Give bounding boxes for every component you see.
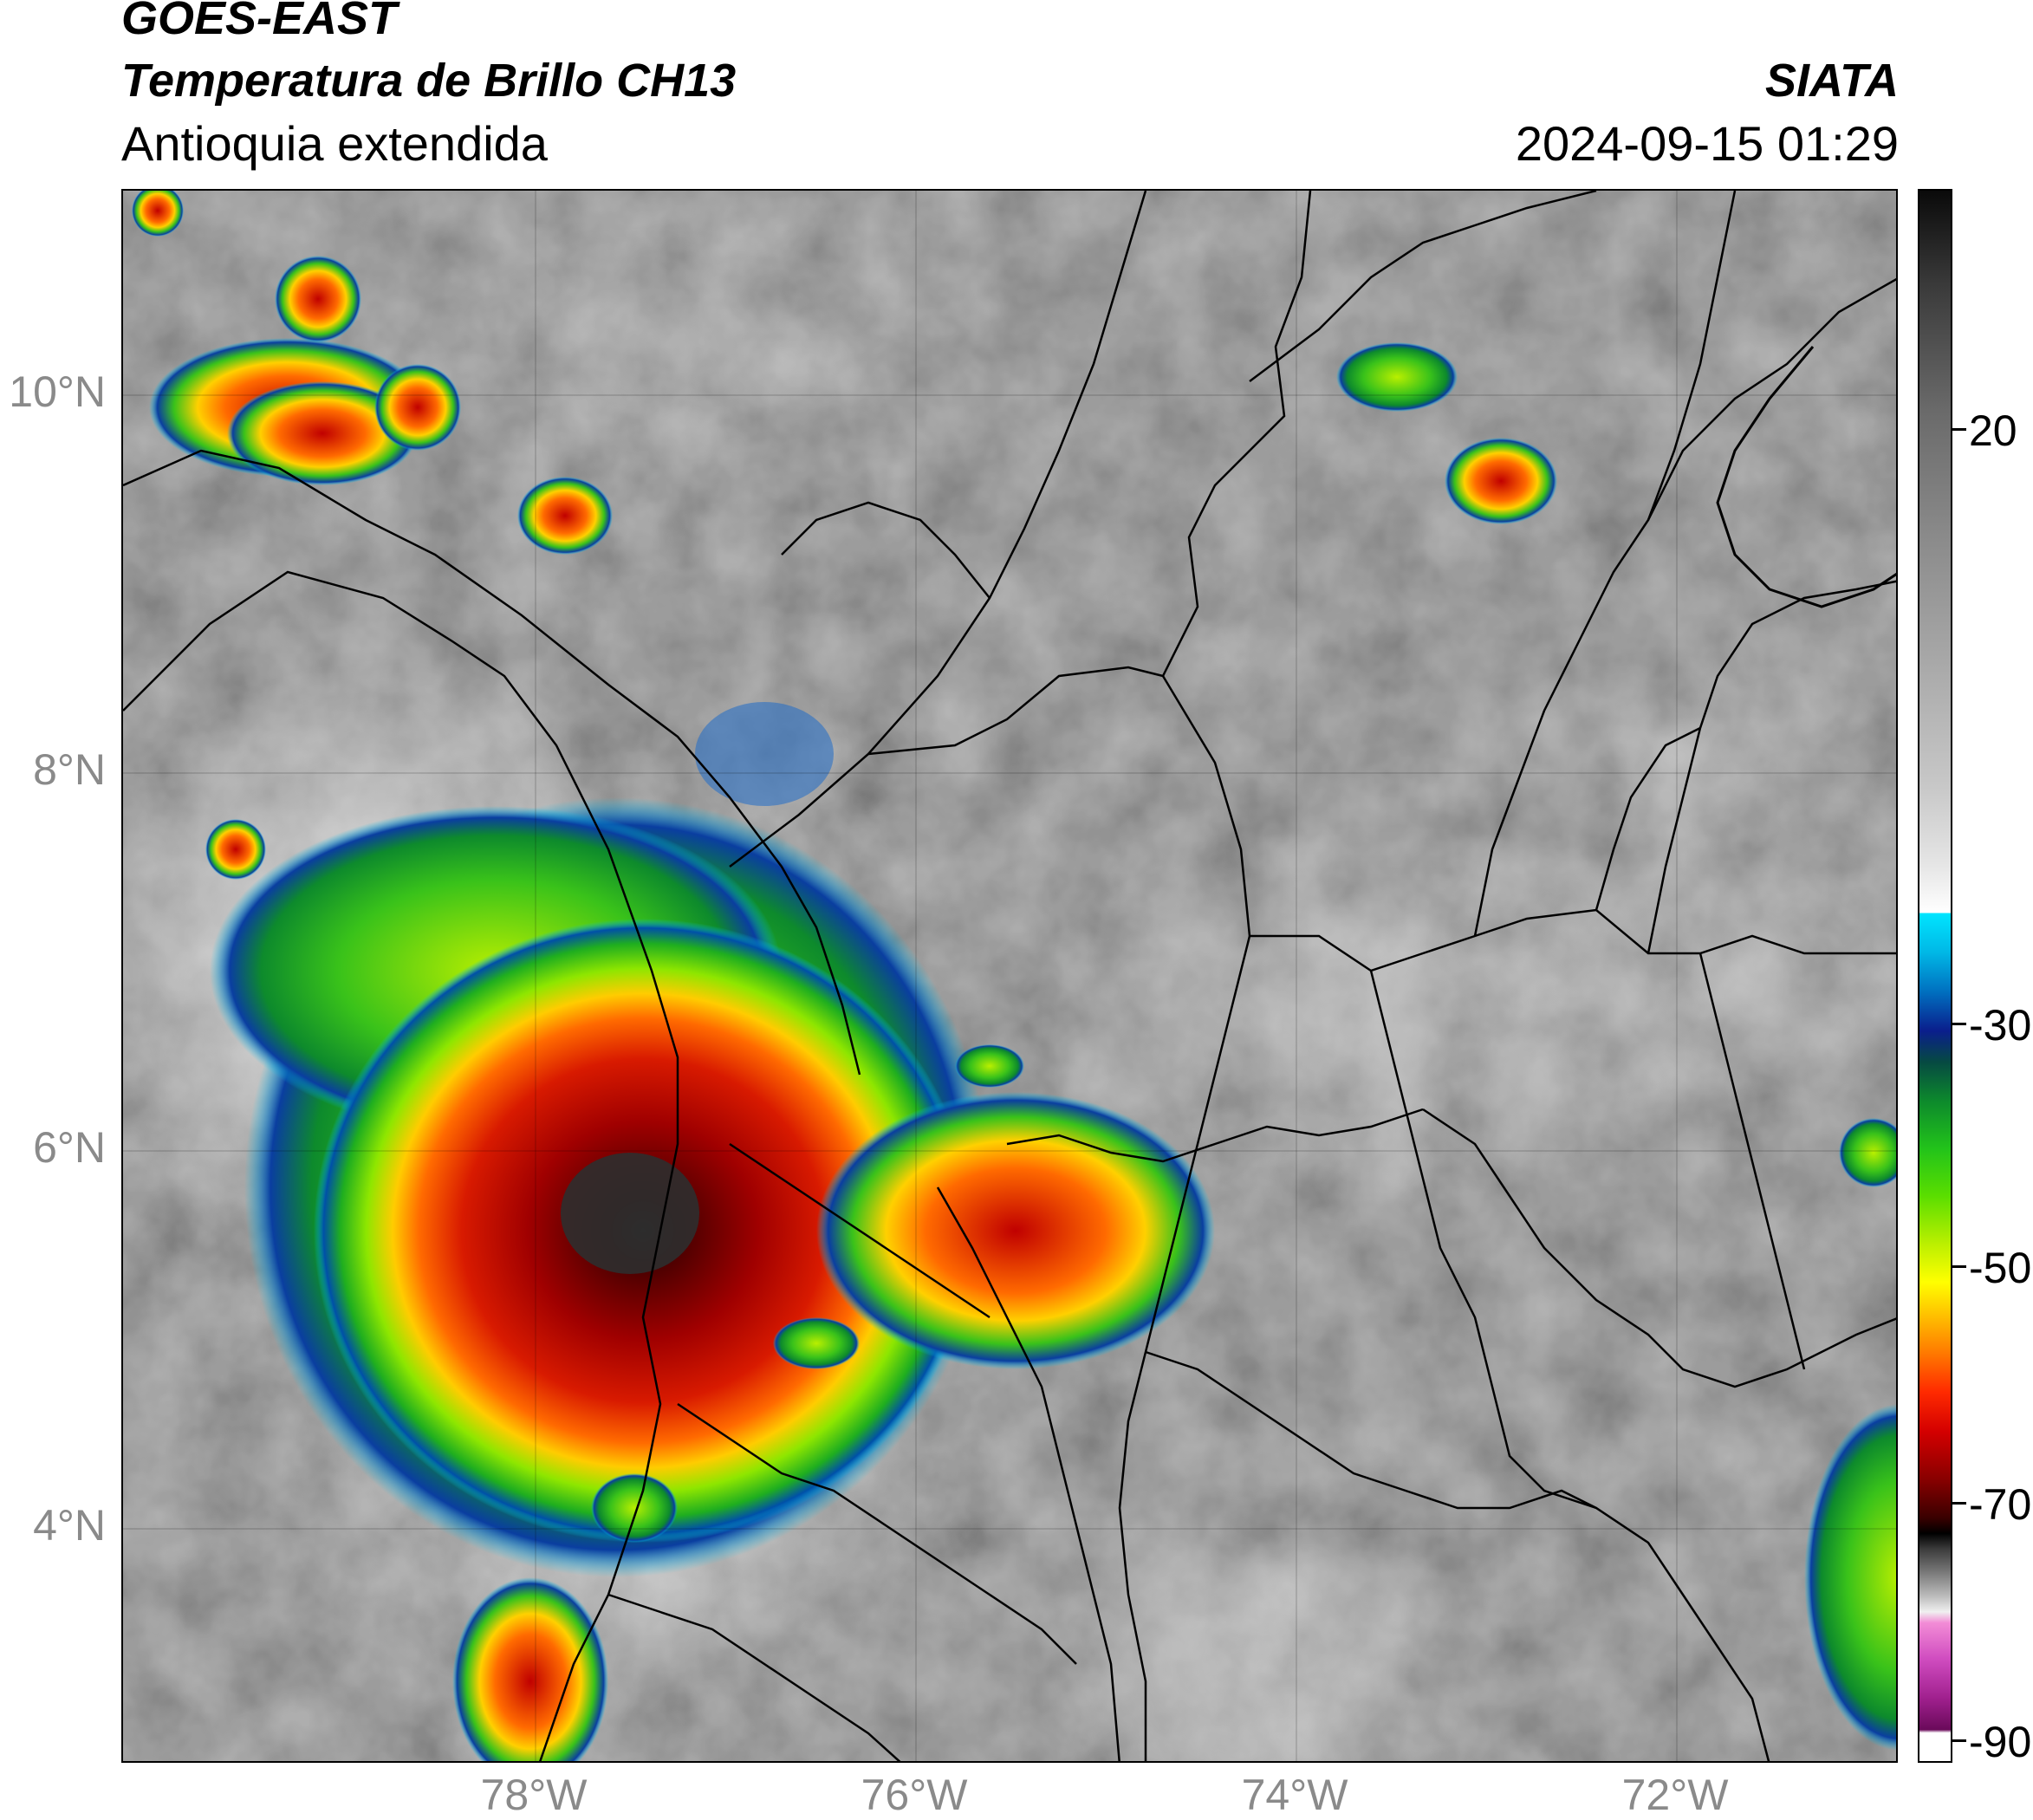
colorbar-tick bbox=[1952, 1265, 1966, 1268]
lon-label-74w: 74°W bbox=[1241, 1771, 1348, 1819]
borders bbox=[123, 191, 1896, 1761]
cold-core bbox=[561, 1153, 699, 1274]
graticule bbox=[123, 191, 1896, 1761]
lat-label-10n: 10°N bbox=[9, 367, 106, 416]
region-subtitle: Antioquia extendida bbox=[121, 116, 548, 171]
lat-label-4n: 4°N bbox=[33, 1501, 106, 1550]
satellite-title: GOES-EAST bbox=[121, 0, 398, 44]
colorbar-label-minus30: -30 bbox=[1969, 1001, 2032, 1050]
colorbar-tick bbox=[1952, 1023, 1966, 1025]
satellite-map bbox=[121, 189, 1898, 1763]
lon-label-76w: 76°W bbox=[861, 1771, 968, 1819]
lon-label-72w: 72°W bbox=[1621, 1771, 1729, 1819]
colorbar-tick bbox=[1952, 1502, 1966, 1505]
organization-label: SIATA bbox=[1765, 55, 1899, 107]
colorbar-label-minus70: -70 bbox=[1969, 1480, 2032, 1529]
colorbar-tick bbox=[1952, 1739, 1966, 1742]
southeast-cell bbox=[1804, 1404, 1896, 1751]
eastern-cell bbox=[816, 1092, 1215, 1369]
lat-label-6n: 6°N bbox=[33, 1123, 106, 1172]
lat-label-8n: 8°N bbox=[33, 745, 106, 794]
southern-cell bbox=[452, 1577, 608, 1761]
datetime-label: 2024-09-15 01:29 bbox=[1515, 116, 1899, 171]
colorbar-label-minus50: -50 bbox=[1969, 1244, 2032, 1292]
colorbar-label-minus90: -90 bbox=[1969, 1718, 2032, 1766]
colorbar-label-20: 20 bbox=[1969, 406, 2017, 455]
product-title: Temperatura de Brillo CH13 bbox=[121, 55, 737, 107]
temperature-colorbar bbox=[1918, 189, 1952, 1763]
colorbar-tick bbox=[1952, 428, 1966, 431]
lon-label-78w: 78°W bbox=[480, 1771, 588, 1819]
brightness-temperature-image bbox=[123, 191, 1896, 1761]
northeast-cell bbox=[1336, 342, 1458, 412]
